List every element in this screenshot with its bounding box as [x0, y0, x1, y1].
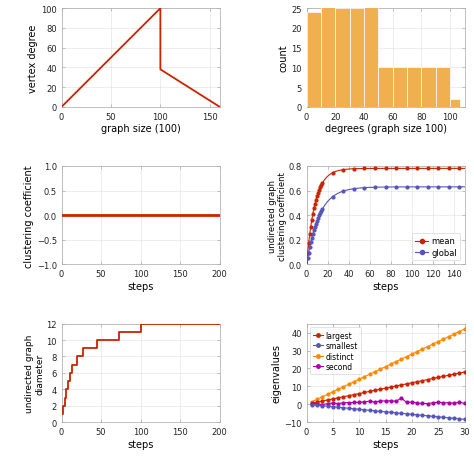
Y-axis label: undirected graph
diameter: undirected graph diameter — [26, 334, 45, 412]
Bar — [450, 100, 460, 107]
X-axis label: steps: steps — [373, 439, 399, 449]
Y-axis label: count: count — [278, 45, 288, 72]
X-axis label: degrees (graph size 100): degrees (graph size 100) — [325, 124, 447, 134]
Y-axis label: eigenvalues: eigenvalues — [272, 344, 282, 403]
X-axis label: steps: steps — [128, 281, 154, 291]
Y-axis label: vertex degree: vertex degree — [28, 24, 38, 92]
X-axis label: steps: steps — [128, 439, 154, 449]
Bar — [321, 5, 335, 107]
Y-axis label: undirected graph
clustering coefficient: undirected graph clustering coefficient — [268, 172, 287, 260]
Bar — [421, 68, 436, 107]
Bar — [335, 9, 350, 107]
Bar — [307, 13, 321, 107]
Legend: largest, smallest, distinct, second: largest, smallest, distinct, second — [310, 328, 361, 375]
Bar — [392, 68, 407, 107]
X-axis label: steps: steps — [373, 281, 399, 291]
Bar — [350, 9, 364, 107]
Bar — [364, 5, 378, 107]
Legend: mean, global: mean, global — [412, 234, 460, 261]
Bar — [436, 68, 450, 107]
Bar — [378, 68, 392, 107]
Y-axis label: clustering coefficient: clustering coefficient — [24, 164, 34, 267]
Bar — [407, 68, 421, 107]
X-axis label: graph size (100): graph size (100) — [101, 124, 181, 134]
